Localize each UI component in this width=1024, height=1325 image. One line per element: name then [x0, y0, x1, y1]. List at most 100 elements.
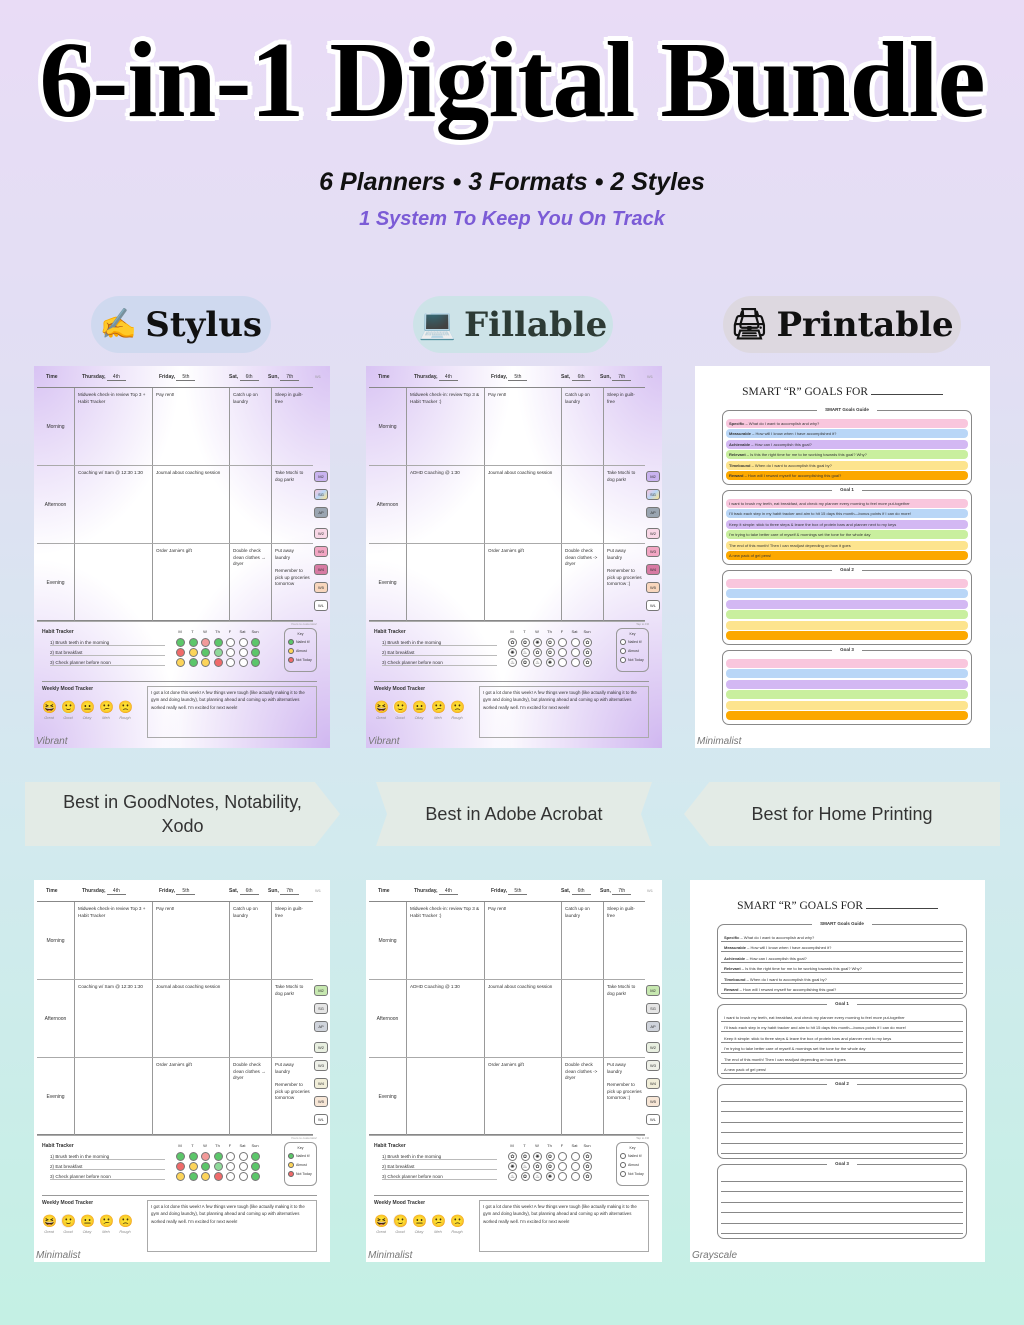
habit-checkbox[interactable]: [251, 658, 260, 667]
planner-cell[interactable]: [229, 466, 271, 543]
habit-checkbox[interactable]: [188, 648, 198, 657]
tab-sg[interactable]: SG: [314, 489, 328, 500]
habit-item[interactable]: 2) Eat breakfast: [382, 650, 497, 656]
planner-cell[interactable]: Midweek check-in review Top 3 + Habit Tr…: [74, 388, 152, 465]
habit-checkbox[interactable]: [201, 1162, 210, 1171]
habit-checkbox[interactable]: [558, 1152, 567, 1161]
goal-row[interactable]: [726, 679, 968, 689]
planner-cell[interactable]: Sleep in guilt-free: [603, 388, 645, 465]
tab-w5[interactable]: W5: [646, 1096, 660, 1107]
planner-cell[interactable]: Journal about coaching session: [484, 466, 561, 543]
planner-cell[interactable]: [561, 466, 603, 543]
tab-m2[interactable]: M2: [646, 471, 660, 482]
goal-row[interactable]: Keep it simple: stick to three steps & l…: [726, 519, 968, 529]
planner-cell[interactable]: Pay rent!: [152, 388, 229, 465]
planner-cell[interactable]: Take Mochi to dog park!: [603, 466, 645, 543]
planner-cell[interactable]: Take Mochi to dog park!: [271, 980, 313, 1057]
goal-row[interactable]: [721, 1183, 963, 1193]
tab-w2[interactable]: W2: [314, 1042, 328, 1053]
habit-checkbox[interactable]: [213, 638, 223, 647]
habit-checkbox[interactable]: [176, 658, 185, 667]
goal-row[interactable]: Specific – What do I want to accomplish …: [726, 419, 968, 428]
planner-cell[interactable]: Journal about coaching session: [484, 980, 561, 1057]
habit-checkbox[interactable]: [176, 1152, 185, 1161]
habit-checkbox[interactable]: ✿: [508, 638, 517, 647]
mood-meh-icon[interactable]: 😕: [99, 1214, 114, 1228]
habit-checkbox[interactable]: ✿: [508, 1152, 517, 1161]
planner-cell[interactable]: Order Jamie's gift: [484, 1058, 561, 1135]
habit-checkbox[interactable]: [201, 648, 210, 657]
planner-cell[interactable]: [229, 980, 271, 1057]
habit-checkbox[interactable]: [226, 638, 235, 647]
habit-item[interactable]: 1) Brush teeth in the morning: [382, 640, 497, 646]
day-date[interactable]: 4th: [438, 888, 458, 895]
planner-cell[interactable]: [561, 980, 603, 1057]
tab-w3[interactable]: W3: [314, 546, 328, 557]
tab-w2[interactable]: W2: [646, 1042, 660, 1053]
habit-checkbox[interactable]: [558, 1172, 567, 1181]
goal-row[interactable]: I'll track each step in my habit tracker…: [726, 509, 968, 519]
day-date[interactable]: 4th: [106, 374, 126, 381]
day-date[interactable]: 5th: [176, 888, 196, 895]
habit-checkbox[interactable]: ✿: [520, 1152, 530, 1161]
tab-w4[interactable]: W4: [314, 564, 328, 575]
habit-checkbox[interactable]: [188, 1172, 198, 1181]
day-date[interactable]: 7th: [280, 374, 300, 381]
mood-journal[interactable]: I got a lot done this week! A few things…: [147, 686, 317, 738]
habit-item[interactable]: 3) Check planner before noon: [382, 1174, 497, 1180]
goal-row[interactable]: Timebound – When do I want to accomplish…: [726, 460, 968, 470]
habit-checkbox[interactable]: [213, 658, 223, 667]
tab-ap[interactable]: AP: [314, 507, 328, 518]
tab-w2[interactable]: W2: [314, 528, 328, 539]
mood-meh-icon[interactable]: 😕: [99, 700, 114, 714]
habit-checkbox[interactable]: [238, 638, 248, 647]
goal-row[interactable]: [726, 599, 968, 609]
goal-row[interactable]: [726, 610, 968, 620]
planner-cell[interactable]: Journal about coaching session: [152, 980, 229, 1057]
habit-checkbox[interactable]: ✺: [508, 1162, 517, 1171]
habit-checkbox[interactable]: ♨: [533, 658, 542, 667]
planner-cell[interactable]: Sleep in guilt-free: [271, 388, 313, 465]
habit-checkbox[interactable]: ✿: [533, 648, 542, 657]
habit-checkbox[interactable]: ✺: [533, 1152, 542, 1161]
day-date[interactable]: 5th: [508, 374, 528, 381]
planner-cell[interactable]: Put away laundry Remember to pick up gro…: [603, 544, 645, 621]
habit-item[interactable]: 2) Eat breakfast: [50, 650, 165, 656]
mood-journal[interactable]: I got a lot done this week! A few things…: [479, 1200, 649, 1252]
habit-checkbox[interactable]: [188, 638, 198, 647]
planner-cell[interactable]: Midweek check-in: review Top 3 & Habit T…: [406, 388, 484, 465]
habit-item[interactable]: 1) Brush teeth in the morning: [382, 1154, 497, 1160]
habit-checkbox[interactable]: [570, 1162, 580, 1171]
habit-checkbox[interactable]: [251, 638, 260, 647]
goal-row[interactable]: I'm trying to take better care of myself…: [726, 530, 968, 540]
tab-sg[interactable]: SG: [646, 1003, 660, 1014]
tab-w4[interactable]: W4: [646, 1078, 660, 1089]
tab-m2[interactable]: M2: [314, 471, 328, 482]
goal-row[interactable]: I'm trying to take better care of myself…: [721, 1044, 963, 1054]
habit-checkbox[interactable]: [201, 1172, 210, 1181]
tab-w5[interactable]: W5: [314, 1096, 328, 1107]
mood-good-icon[interactable]: 🙂: [393, 700, 408, 714]
habit-checkbox[interactable]: ♨: [508, 658, 517, 667]
habit-checkbox[interactable]: ✿: [545, 638, 555, 647]
tab-w4[interactable]: W4: [646, 564, 660, 575]
tab-w4[interactable]: W4: [314, 1078, 328, 1089]
habit-checkbox[interactable]: [176, 1162, 185, 1171]
planner-cell[interactable]: Catch up on laundry: [561, 902, 603, 979]
goal-row[interactable]: [721, 1204, 963, 1214]
mood-rough-icon[interactable]: 🙁: [450, 700, 465, 714]
habit-checkbox[interactable]: [226, 658, 235, 667]
habit-item[interactable]: 3) Check planner before noon: [50, 660, 165, 666]
goal-row[interactable]: [721, 1173, 963, 1182]
habit-checkbox[interactable]: [226, 1162, 235, 1171]
habit-checkbox[interactable]: [213, 1172, 223, 1181]
goal-row[interactable]: [721, 1103, 963, 1113]
planner-cell[interactable]: Order Jamie's gift: [152, 1058, 229, 1135]
mood-okay-icon[interactable]: 😐: [412, 700, 427, 714]
habit-checkbox[interactable]: [188, 658, 198, 667]
goal-row[interactable]: [726, 620, 968, 630]
goal-row[interactable]: I want to brush my teeth, eat breakfast,…: [721, 1013, 963, 1022]
habit-item[interactable]: 2) Eat breakfast: [382, 1164, 497, 1170]
mood-good-icon[interactable]: 🙂: [61, 1214, 76, 1228]
goal-row[interactable]: [726, 690, 968, 700]
